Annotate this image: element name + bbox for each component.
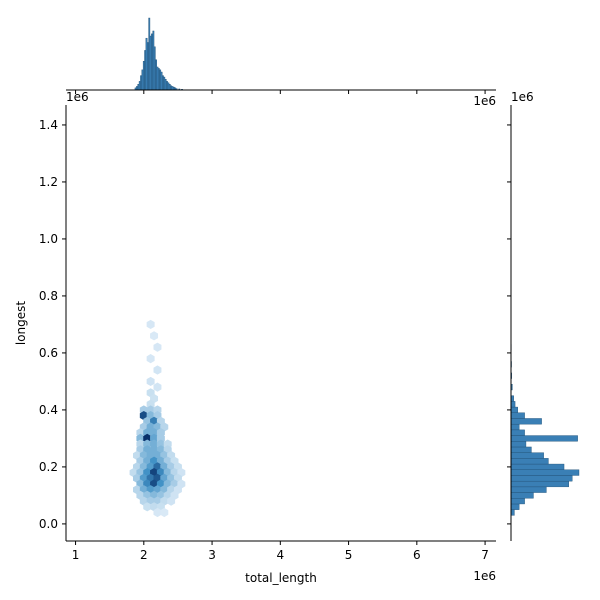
marginal-axis-ticks — [75, 90, 511, 525]
marginal-x-bar — [137, 84, 140, 91]
marginal-x-bar — [141, 69, 144, 91]
marginal-y-bar — [510, 441, 527, 448]
marginal-x-bar — [153, 46, 156, 91]
y-tick-label: 0.0 — [39, 517, 58, 531]
marginal-y-bar — [510, 509, 515, 516]
marginal-x-bar — [149, 35, 152, 91]
marginal-y-bar — [510, 486, 547, 493]
y-tick-label: 0.6 — [39, 346, 58, 360]
marginal-y-bar — [510, 412, 525, 419]
marginal-x-bar — [159, 69, 162, 91]
marginal-x-bar — [152, 30, 155, 91]
marginal-x-bar — [148, 17, 151, 91]
marginal-x-bar — [164, 78, 167, 91]
marginal-x-bar — [142, 61, 145, 91]
marginal-y-bar — [510, 475, 573, 482]
x-offset-label: 1e6 — [473, 569, 496, 583]
marginal-y-bar — [510, 429, 525, 436]
marginal-y-histogram — [510, 321, 580, 516]
hexbin-cell — [150, 331, 159, 341]
x-tick-label: 7 — [481, 548, 489, 562]
hexbin-cell — [167, 496, 176, 506]
y-offset-label: 1e6 — [66, 90, 89, 104]
marginal-x-bar — [140, 75, 142, 91]
marginal-x-bar — [162, 75, 164, 91]
marginal-y-bar — [510, 492, 534, 499]
marginal-x-bar — [171, 86, 174, 91]
marginal-y-offset-label: 1e6 — [511, 90, 534, 104]
marginal-x-bar — [138, 81, 141, 91]
marginal-y-bar — [510, 406, 519, 413]
marginal-x-bar — [168, 84, 171, 91]
x-tick-label: 3 — [208, 548, 216, 562]
hexbin-cell — [146, 376, 155, 387]
marginal-y-bar — [510, 498, 525, 505]
y-tick-label: 1.2 — [39, 175, 58, 189]
x-axis-ticks: 1 2 3 4 5 6 7 — [72, 541, 489, 562]
x-axis-label: total_length — [245, 571, 317, 585]
marginal-x-bar — [136, 86, 138, 91]
x-tick-label: 4 — [276, 548, 284, 562]
marginal-x-bar — [155, 59, 157, 91]
marginal-x-bar — [157, 68, 160, 91]
y-tick-label: 1.0 — [39, 232, 58, 246]
marginal-x-bar — [144, 50, 147, 91]
marginal-x-offset-label: 1e6 — [473, 94, 496, 108]
y-tick-label: 0.2 — [39, 460, 58, 474]
hexbin-cell — [143, 502, 152, 512]
hexbin-cell — [146, 354, 155, 364]
marginal-x-bar — [151, 33, 153, 91]
marginal-y-bar — [510, 401, 516, 408]
marginal-x-bar — [160, 71, 163, 91]
marginal-x-bar — [156, 66, 159, 91]
marginal-y-bar — [510, 446, 532, 453]
marginal-x-bar — [163, 76, 166, 91]
x-tick-label: 6 — [413, 548, 421, 562]
x-tick-label: 2 — [140, 548, 148, 562]
marginal-y-bar — [510, 418, 542, 425]
marginal-y-bar — [510, 435, 578, 442]
x-tick-label: 5 — [345, 548, 353, 562]
marginal-y-bar — [510, 469, 580, 476]
hexbin-cell — [153, 382, 162, 392]
hexbin-cell — [153, 342, 162, 352]
marginal-x-bar — [145, 37, 148, 91]
marginal-x-bar — [147, 42, 149, 91]
marginal-y-bar — [510, 480, 569, 488]
marginal-x-histogram — [134, 17, 183, 91]
hexbin-cell — [153, 507, 162, 518]
marginal-y-bar — [510, 452, 544, 459]
hexbin-cell — [153, 365, 162, 375]
hexbin-cell — [160, 507, 169, 518]
y-tick-label: 0.4 — [39, 403, 58, 417]
y-axis-ticks: 0.0 0.2 0.4 0.6 0.8 1.0 1.2 1.4 — [39, 118, 66, 531]
marginal-y-bar — [510, 458, 549, 465]
hexbin-cells — [129, 319, 186, 518]
marginal-x-bar — [170, 85, 172, 91]
marginal-y-bar — [510, 423, 520, 431]
y-tick-label: 0.8 — [39, 289, 58, 303]
marginal-x-bar — [167, 82, 170, 91]
hexbin-cell — [146, 319, 155, 330]
marginal-x-bar — [166, 81, 168, 91]
y-tick-label: 1.4 — [39, 118, 58, 132]
y-axis-label: longest — [14, 301, 28, 346]
marginal-y-bar — [510, 503, 520, 510]
x-tick-label: 1 — [72, 548, 80, 562]
marginal-y-bar — [510, 463, 565, 470]
